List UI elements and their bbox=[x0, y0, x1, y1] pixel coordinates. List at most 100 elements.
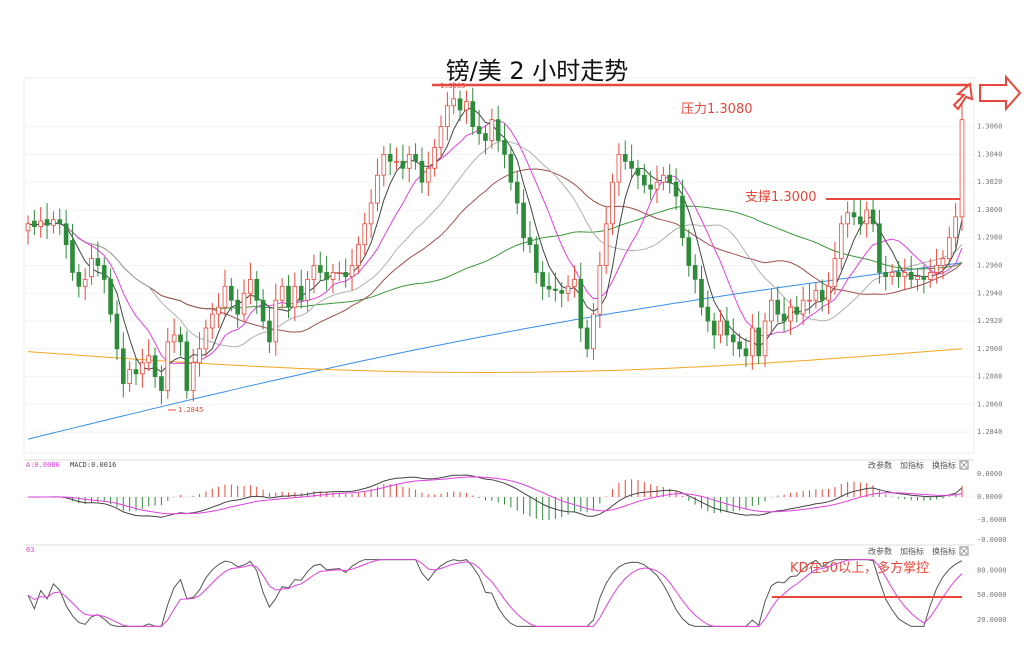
candle bbox=[832, 258, 838, 287]
candle bbox=[680, 195, 685, 239]
kd-annotation: KD在50以上，多方掌控 bbox=[790, 560, 929, 576]
macd-header-left: A:0.0086 bbox=[26, 461, 60, 469]
candle bbox=[533, 244, 539, 273]
y-tick-label: 1.2940 bbox=[977, 289, 1002, 297]
macd-dea-line bbox=[28, 476, 963, 515]
candle bbox=[629, 160, 634, 169]
candles bbox=[25, 82, 965, 405]
kd-edit-params-button[interactable]: 改参数 bbox=[868, 546, 892, 556]
candle bbox=[89, 258, 94, 278]
candle bbox=[667, 174, 673, 183]
candle bbox=[934, 265, 939, 273]
candle bbox=[737, 341, 742, 350]
macd-tick-4: -0.0000 bbox=[977, 536, 1007, 544]
macd-edit-params-button[interactable]: 改参数 bbox=[868, 460, 892, 470]
up-arrow-icon bbox=[952, 82, 974, 111]
ma30-line bbox=[27, 168, 963, 333]
candle bbox=[241, 292, 247, 315]
candle bbox=[642, 174, 647, 186]
candle bbox=[813, 290, 819, 301]
kd-close-icon[interactable] bbox=[959, 546, 969, 556]
candle bbox=[794, 306, 800, 315]
candle bbox=[514, 181, 520, 204]
kd-y-axis: 80.0000 50.0000 20.0000 bbox=[977, 566, 1007, 623]
candle bbox=[489, 119, 495, 141]
candle bbox=[114, 313, 120, 350]
kd-tick-label: 80.0000 bbox=[977, 566, 1007, 574]
resistance-label: 压力1.3080 bbox=[681, 102, 753, 117]
candle bbox=[546, 285, 552, 290]
candle bbox=[82, 278, 88, 287]
candle bbox=[394, 160, 399, 163]
kd-k-line bbox=[27, 559, 963, 627]
candle bbox=[800, 299, 806, 315]
kd-switch-indicator-button[interactable]: 换指标 bbox=[932, 546, 956, 556]
y-tick-label: 1.2900 bbox=[977, 345, 1002, 353]
candle bbox=[184, 341, 190, 391]
candle bbox=[445, 105, 450, 128]
candle bbox=[133, 369, 139, 375]
candle bbox=[635, 167, 641, 176]
kd-tick-label: 50.0000 bbox=[977, 591, 1007, 599]
candle bbox=[229, 285, 234, 301]
candle bbox=[254, 278, 260, 301]
candle bbox=[470, 101, 476, 128]
candle bbox=[946, 237, 952, 259]
candle bbox=[432, 147, 437, 169]
y-tick-label: 1.2920 bbox=[977, 317, 1002, 325]
candle bbox=[292, 285, 298, 308]
low-marker: 1.2845 bbox=[178, 406, 203, 414]
macd-add-indicator-button[interactable]: 加指标 bbox=[900, 460, 924, 470]
candle bbox=[743, 348, 749, 357]
candle bbox=[343, 272, 348, 278]
candle bbox=[108, 278, 113, 315]
macd-tick-1: 0.0000 bbox=[977, 470, 1002, 478]
candle bbox=[349, 265, 355, 278]
candle bbox=[317, 265, 323, 273]
candle bbox=[216, 306, 221, 315]
candle bbox=[159, 376, 164, 391]
candle bbox=[858, 216, 863, 225]
candle bbox=[527, 237, 533, 246]
candle bbox=[400, 160, 406, 169]
candle bbox=[508, 153, 514, 183]
macd-close-icon[interactable] bbox=[959, 460, 969, 470]
candle bbox=[330, 272, 336, 280]
ma5-line bbox=[27, 108, 963, 373]
candle bbox=[413, 153, 418, 162]
macd-plot bbox=[24, 474, 974, 521]
candle bbox=[603, 223, 609, 266]
kd-add-indicator-button[interactable]: 加指标 bbox=[900, 546, 924, 556]
candle bbox=[165, 341, 171, 391]
macd-header-mid: MACD:0.0016 bbox=[70, 461, 116, 469]
macd-switch-indicator-button[interactable]: 换指标 bbox=[932, 460, 956, 470]
candle bbox=[32, 220, 37, 228]
candle bbox=[845, 212, 850, 225]
candle bbox=[381, 153, 387, 176]
candle bbox=[553, 288, 558, 291]
candle bbox=[896, 272, 901, 278]
candle bbox=[610, 181, 615, 225]
candle bbox=[203, 327, 209, 350]
candle bbox=[495, 119, 501, 141]
chart-title: 镑/美 2 小时走势 bbox=[446, 57, 629, 85]
candle bbox=[260, 299, 266, 322]
candle bbox=[521, 202, 526, 239]
candle bbox=[730, 334, 736, 343]
candle bbox=[597, 265, 603, 315]
candle bbox=[559, 290, 565, 294]
ma250-line bbox=[27, 348, 963, 373]
candle bbox=[654, 181, 660, 190]
candle bbox=[425, 167, 431, 183]
candle bbox=[273, 299, 279, 343]
candle bbox=[692, 265, 698, 280]
macd-close-icon-x bbox=[960, 461, 968, 469]
candle bbox=[279, 285, 285, 301]
y-tick-label: 1.2980 bbox=[977, 234, 1002, 242]
candle bbox=[781, 313, 787, 322]
y-tick-label: 1.2860 bbox=[977, 400, 1002, 408]
y-axis: 1.3060 1.3040 1.3020 1.3000 1.2980 1.2960 1.29… bbox=[977, 123, 1002, 437]
candle bbox=[146, 355, 152, 364]
candle bbox=[464, 101, 469, 111]
candle bbox=[540, 272, 545, 287]
